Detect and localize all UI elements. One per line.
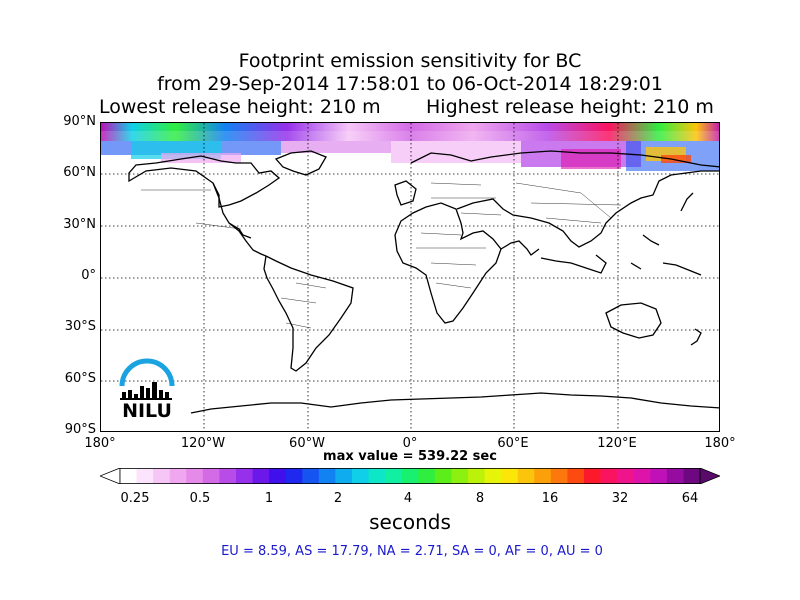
lon-tick-180w: 180°: [84, 436, 116, 451]
lon-tick-180e: 180°: [704, 436, 736, 451]
arctic-sensitivity-field: [101, 123, 719, 171]
colorbar-segment: [567, 468, 585, 484]
colorbar-segment: [633, 468, 651, 484]
nilu-logo: NILU: [116, 356, 178, 422]
map-title-line-1: Footprint emission sensitivity for BC: [238, 50, 582, 72]
lon-tick-0: 0°: [402, 436, 418, 451]
colorbar-segment: [517, 468, 535, 484]
colorbar-segment: [285, 468, 303, 484]
lat-tick-90n: 90°N: [63, 114, 96, 129]
colorbar-segment: [683, 468, 701, 484]
colorbar-tick: 2: [333, 491, 343, 506]
colorbar-segment: [484, 468, 502, 484]
colorbar-segment: [335, 468, 353, 484]
colorbar-segment: [202, 468, 220, 484]
colorbar-over-arrow: [699, 468, 720, 484]
lat-tick-30s: 30°S: [64, 319, 96, 334]
colorbar-segment: [418, 468, 436, 484]
colorbar-frame: [119, 468, 701, 484]
colorbar-segment: [584, 468, 602, 484]
lon-tick-60w: 60°W: [289, 436, 325, 451]
colorbar-segment: [236, 468, 254, 484]
colorbar-segment: [385, 468, 403, 484]
lat-tick-30n: 30°N: [63, 217, 96, 232]
coastlines: [128, 150, 719, 414]
max-value-label: max value = 539.22 sec: [323, 449, 497, 464]
colorbar-tick: 32: [611, 491, 629, 506]
colorbar-segment: [434, 468, 452, 484]
map-title-line-2: from 29-Sep-2014 17:58:01 to 06-Oct-2014…: [157, 73, 663, 95]
colorbar-tick: 1: [264, 491, 274, 506]
colorbar-segment: [153, 468, 171, 484]
colorbar-segment: [666, 468, 684, 484]
lowest-release-height: Lowest release height: 210 m: [99, 96, 381, 118]
lat-tick-60n: 60°N: [63, 165, 96, 180]
colorbar-segment: [136, 468, 154, 484]
colorbar-segment: [186, 468, 204, 484]
colorbar: [100, 468, 720, 484]
colorbar-segment: [219, 468, 237, 484]
lat-tick-90s: 90°S: [64, 422, 96, 437]
colorbar-segment: [617, 468, 635, 484]
colorbar-segment: [302, 468, 320, 484]
colorbar-segment: [501, 468, 519, 484]
colorbar-segment: [269, 468, 287, 484]
colorbar-tick: 16: [541, 491, 559, 506]
world-map[interactable]: [100, 122, 720, 432]
colorbar-unit-label: seconds: [369, 510, 451, 534]
colorbar-segment: [401, 468, 419, 484]
nilu-logo-text: NILU: [122, 400, 172, 422]
colorbar-segment: [468, 468, 486, 484]
colorbar-tick: 64: [681, 491, 699, 506]
colorbar-segment: [368, 468, 386, 484]
colorbar-segment: [534, 468, 552, 484]
graticule: [101, 123, 719, 431]
colorbar-tick: 0.5: [189, 491, 211, 506]
colorbar-segment: [352, 468, 370, 484]
colorbar-tick: 8: [475, 491, 485, 506]
highest-release-height: Highest release height: 210 m: [426, 96, 714, 118]
colorbar-tick: 0.25: [120, 491, 150, 506]
lon-tick-60e: 60°E: [497, 436, 529, 451]
colorbar-segment: [318, 468, 336, 484]
colorbar-segment: [650, 468, 668, 484]
lon-tick-120e: 120°E: [597, 436, 637, 451]
colorbar-under-arrow: [100, 468, 121, 484]
colorbar-segment: [169, 468, 187, 484]
colorbar-segment: [252, 468, 270, 484]
colorbar-segment: [451, 468, 469, 484]
colorbar-segment: [600, 468, 618, 484]
region-totals: EU = 8.59, AS = 17.79, NA = 2.71, SA = 0…: [221, 544, 603, 559]
lat-tick-60s: 60°S: [64, 371, 96, 386]
lat-tick-0: 0°: [81, 268, 96, 283]
lon-tick-120w: 120°W: [180, 436, 226, 451]
colorbar-tick: 4: [403, 491, 413, 506]
colorbar-segment: [550, 468, 568, 484]
country-borders: [141, 182, 622, 329]
colorbar-segment: [120, 468, 138, 484]
